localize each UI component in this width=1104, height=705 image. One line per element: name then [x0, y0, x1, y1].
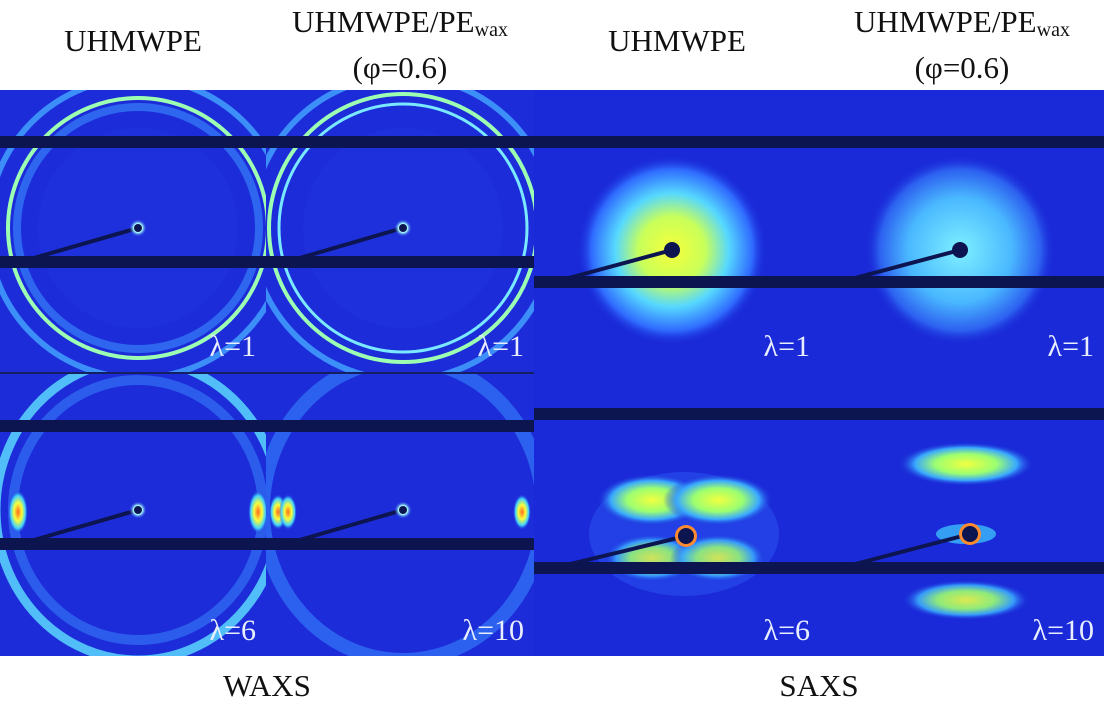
- saxs-caption: SAXS: [779, 668, 859, 703]
- column-header-waxs-blend: UHMWPE/PEwax (φ=0.6): [266, 0, 534, 90]
- draw-ratio-label: λ=10: [1032, 614, 1094, 647]
- draw-ratio-label: λ=1: [1047, 330, 1094, 363]
- header-main: UHMWPE/PE: [854, 4, 1037, 39]
- diffraction-image: [266, 90, 534, 372]
- scattering-image: [534, 372, 820, 656]
- header-subscript: wax: [474, 19, 508, 41]
- header-text: UHMWPE: [608, 23, 746, 58]
- column-header-saxs-uhmwpe: UHMWPE: [534, 0, 820, 90]
- diffraction-image: [266, 372, 534, 656]
- header-text: UHMWPE/PEwax: [854, 3, 1070, 49]
- header-main: UHMWPE/PE: [292, 4, 475, 39]
- column-header-waxs-uhmwpe: UHMWPE: [0, 0, 266, 90]
- header-line2: (φ=0.6): [352, 50, 448, 85]
- diffraction-image: [0, 90, 266, 372]
- waxs-uhmwpe-lambda1-pattern: λ=1: [0, 90, 266, 372]
- draw-ratio-label: λ=1: [763, 330, 810, 363]
- waxs-blend-lambda10-pattern: λ=10: [266, 372, 534, 656]
- header-line2: (φ=0.6): [914, 50, 1010, 85]
- header-text: UHMWPE: [64, 23, 202, 58]
- saxs-uhmwpe-lambda1-pattern: λ=1: [534, 90, 820, 372]
- draw-ratio-label: λ=10: [462, 614, 524, 647]
- waxs-uhmwpe-lambda6-pattern: λ=6: [0, 372, 266, 656]
- header-text: UHMWPE/PEwax: [292, 3, 508, 49]
- saxs-blend-lambda10-pattern: λ=10: [820, 372, 1104, 656]
- scattering-image: [820, 90, 1104, 372]
- draw-ratio-label: λ=1: [477, 330, 524, 363]
- saxs-uhmwpe-lambda6-pattern: λ=6: [534, 372, 820, 656]
- scattering-image: [534, 90, 820, 372]
- diffraction-image: [0, 372, 266, 656]
- column-header-saxs-blend: UHMWPE/PEwax (φ=0.6): [820, 0, 1104, 90]
- draw-ratio-label: λ=1: [209, 330, 256, 363]
- waxs-blend-lambda1-pattern: λ=1: [266, 90, 534, 372]
- header-subscript: wax: [1036, 19, 1070, 41]
- draw-ratio-label: λ=6: [209, 614, 256, 647]
- scattering-image: [820, 372, 1104, 656]
- waxs-caption: WAXS: [223, 668, 311, 703]
- saxs-blend-lambda1-pattern: λ=1: [820, 90, 1104, 372]
- draw-ratio-label: λ=6: [763, 614, 810, 647]
- panel-divider: [0, 372, 534, 374]
